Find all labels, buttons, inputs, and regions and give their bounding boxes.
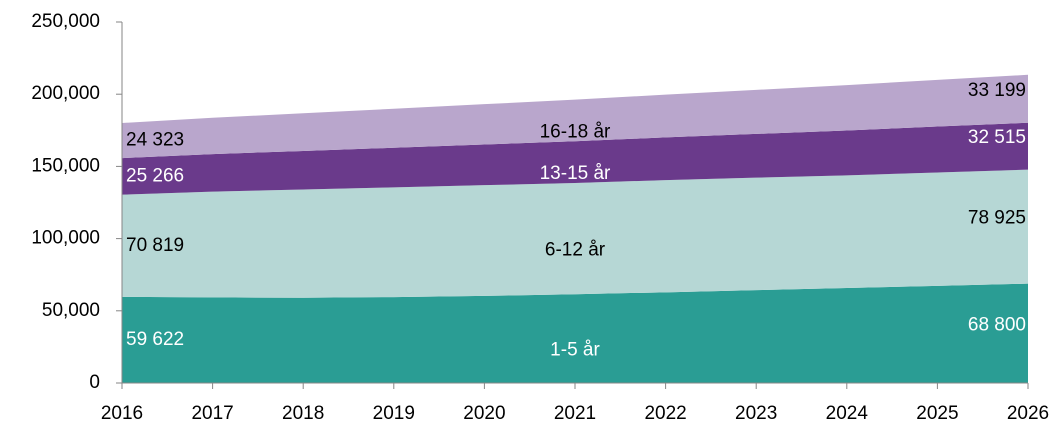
series-label: 13-15 år — [540, 163, 611, 184]
x-tick-label: 2017 — [191, 403, 233, 424]
value-label: 70 819 — [126, 235, 184, 256]
value-label: 59 622 — [126, 329, 184, 350]
series-label: 1-5 år — [550, 340, 600, 361]
area — [122, 169, 1028, 298]
value-label: 78 925 — [968, 208, 1026, 229]
x-tick-label: 2021 — [554, 403, 596, 424]
area — [122, 283, 1028, 383]
y-tick-label: 200,000 — [31, 83, 100, 104]
x-tick-label: 2023 — [735, 403, 777, 424]
x-tick-label: 2024 — [826, 403, 869, 424]
area — [122, 74, 1028, 159]
x-tick-label: 2016 — [101, 403, 143, 424]
x-tick-label: 2020 — [463, 403, 505, 424]
value-label: 25 266 — [126, 165, 184, 186]
area — [122, 122, 1028, 195]
x-tick-label: 2025 — [916, 403, 958, 424]
y-tick-label: 50,000 — [42, 300, 100, 321]
x-tick-label: 2019 — [373, 403, 415, 424]
y-tick-label: 150,000 — [31, 155, 100, 176]
value-label: 32 515 — [968, 127, 1026, 148]
y-tick-label: 250,000 — [31, 11, 100, 32]
x-tick-label: 2026 — [1007, 403, 1049, 424]
value-label: 33 199 — [968, 80, 1026, 101]
value-label: 68 800 — [968, 314, 1026, 335]
series-label: 6-12 år — [545, 240, 606, 261]
series-label: 16-18 år — [540, 121, 611, 142]
x-tick-label: 2018 — [282, 403, 324, 424]
y-tick-label: 0 — [89, 372, 100, 393]
value-label: 24 323 — [126, 130, 184, 151]
y-tick-label: 100,000 — [31, 228, 100, 249]
x-tick-label: 2022 — [644, 403, 686, 424]
